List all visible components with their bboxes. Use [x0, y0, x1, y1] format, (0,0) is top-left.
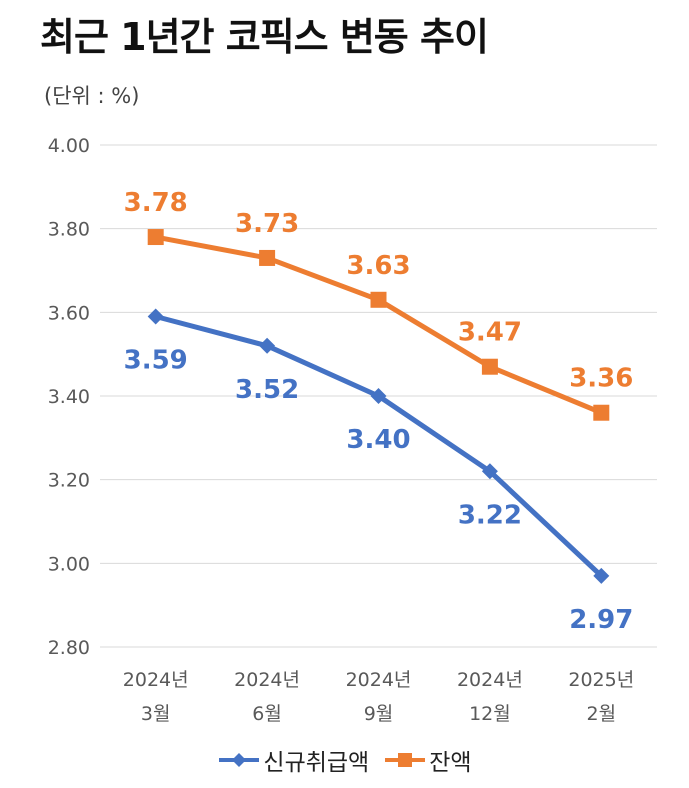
data-point-diamond — [481, 463, 498, 480]
data-label: 3.73 — [235, 209, 299, 239]
legend-label-new: 신규취급액 — [263, 750, 370, 776]
data-label: 3.78 — [124, 188, 188, 218]
data-point-square — [593, 404, 610, 421]
legend-diamond-icon — [219, 753, 260, 767]
x-tick-label: 3월 — [141, 703, 171, 725]
data-label: 3.63 — [346, 251, 410, 281]
data-label: 3.40 — [346, 425, 410, 455]
y-tick-label: 2.80 — [48, 637, 90, 659]
x-tick-label: 2024년 — [457, 669, 523, 691]
data-point-diamond — [147, 308, 164, 325]
x-tick-label: 12월 — [469, 703, 511, 725]
data-label: 2.97 — [569, 605, 633, 635]
y-tick-label: 3.40 — [48, 386, 90, 408]
legend-item-balance: 잔액 — [383, 743, 472, 777]
x-tick-label: 2024년 — [346, 669, 412, 691]
y-tick-label: 3.00 — [48, 553, 90, 575]
x-tick-label: 9월 — [364, 703, 394, 725]
y-tick-label: 3.20 — [48, 470, 90, 492]
y-tick-label: 3.80 — [48, 219, 90, 241]
data-label: 3.52 — [235, 375, 299, 405]
legend-square-icon — [385, 753, 426, 767]
x-tick-label: 6월 — [252, 703, 282, 725]
legend-item-new: 신규취급액 — [217, 743, 369, 777]
data-point-square — [481, 358, 498, 375]
data-point-square — [259, 249, 276, 266]
line-chart: 4.00 3.80 3.60 3.40 3.20 3.00 2.80 2024년 3월 2024년… — [48, 135, 657, 725]
y-tick-label: 3.60 — [48, 302, 90, 324]
x-tick-label: 2월 — [587, 703, 617, 725]
data-label: 3.22 — [458, 500, 522, 530]
data-point-square — [147, 229, 164, 246]
legend: 신규취급액 잔액 — [0, 740, 689, 780]
data-point-diamond — [259, 337, 276, 354]
x-tick-label: 2024년 — [123, 669, 189, 691]
x-tick-label: 2025년 — [568, 669, 634, 691]
data-label: 3.36 — [569, 364, 633, 394]
y-tick-label: 4.00 — [48, 135, 90, 157]
data-label: 3.47 — [458, 318, 522, 348]
data-point-square — [370, 291, 387, 308]
x-tick-label: 2024년 — [234, 669, 300, 691]
data-point-diamond — [370, 388, 387, 404]
chart-title: 최근 1년간 코픽스 변동 추이 — [40, 15, 489, 59]
legend-label-balance: 잔액 — [429, 750, 472, 776]
unit-label: (단위 : %) — [44, 84, 140, 108]
data-point-diamond — [593, 567, 610, 584]
data-label: 3.59 — [124, 346, 188, 376]
